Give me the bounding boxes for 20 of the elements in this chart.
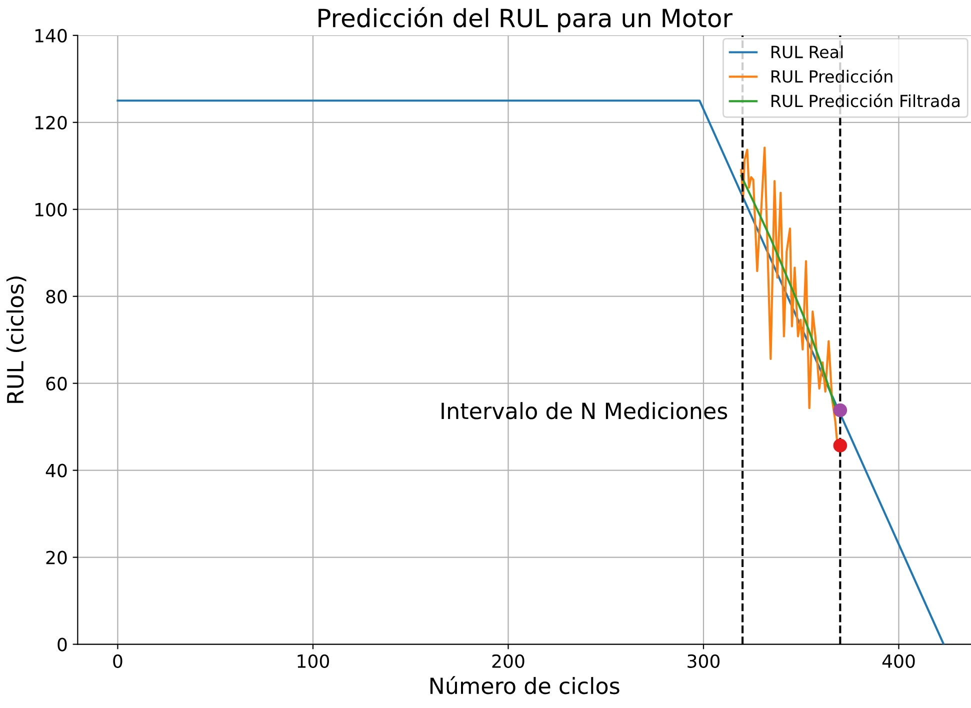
legend-label: RUL Real — [772, 45, 843, 58]
legend-label: RUL Predicción — [772, 69, 892, 83]
annotation: Intervalo de N Mediciones — [442, 402, 728, 420]
x-tick-label: 0 — [113, 654, 122, 668]
y-tick-label: 60 — [46, 376, 67, 390]
y-axis-title: RUL (ciclos) — [6, 276, 26, 403]
y-tick-label: 140 — [35, 28, 67, 43]
x-axis-title: Número de ciclos — [430, 676, 620, 694]
x-tick-label: 300 — [688, 654, 720, 668]
y-tick-label: 80 — [46, 290, 67, 304]
x-tick-label: 200 — [492, 654, 524, 668]
chart-title: Predicción del RUL para un Motor — [318, 7, 733, 32]
x-tick-label: 100 — [298, 654, 329, 668]
y-tick-label: 40 — [46, 464, 67, 478]
y-tick-label: 0 — [58, 638, 67, 652]
x-tick-label: 400 — [882, 654, 915, 668]
y-tick-label: 120 — [35, 116, 67, 130]
legend-label: RUL Predicción Filtrada — [772, 94, 960, 108]
y-tick-label: 100 — [35, 202, 67, 216]
y-tick-label: 20 — [46, 550, 67, 564]
